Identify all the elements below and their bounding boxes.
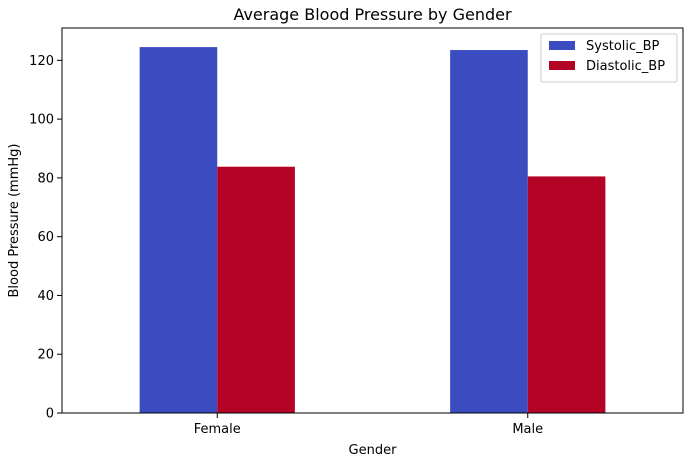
legend-label-systolic-bp: Systolic_BP xyxy=(586,39,660,54)
bar-systolic-bp-female xyxy=(139,47,218,413)
y-axis-label: Blood Pressure (mmHg) xyxy=(7,144,22,298)
legend-swatch-systolic-bp xyxy=(549,41,575,50)
chart-title: Average Blood Pressure by Gender xyxy=(233,5,512,24)
legend-swatch-diastolic-bp xyxy=(549,61,575,70)
y-tick-label: 80 xyxy=(37,171,54,186)
y-tick-label: 40 xyxy=(37,289,54,304)
y-tick-label: 60 xyxy=(37,230,54,245)
y-tick-label: 120 xyxy=(29,54,54,69)
bar-diastolic-bp-female xyxy=(217,166,295,413)
bar-diastolic-bp-male xyxy=(527,176,606,413)
bar-systolic-bp-male xyxy=(450,50,528,413)
y-axis: 0 20 40 60 80 100 120 xyxy=(29,54,62,422)
bars-group xyxy=(139,47,606,413)
x-tick-label-female: Female xyxy=(194,422,241,437)
plot-frame xyxy=(61,27,684,414)
y-tick-label: 20 xyxy=(37,348,54,363)
legend: Systolic_BP Diastolic_BP xyxy=(540,33,678,83)
legend-label-diastolic-bp: Diastolic_BP xyxy=(586,59,665,74)
x-tick-label-male: Male xyxy=(512,422,543,437)
y-tick-label: 0 xyxy=(46,407,54,422)
x-axis: Female Male xyxy=(194,413,543,437)
x-axis-label: Gender xyxy=(349,443,398,458)
y-tick-label: 100 xyxy=(29,113,54,128)
